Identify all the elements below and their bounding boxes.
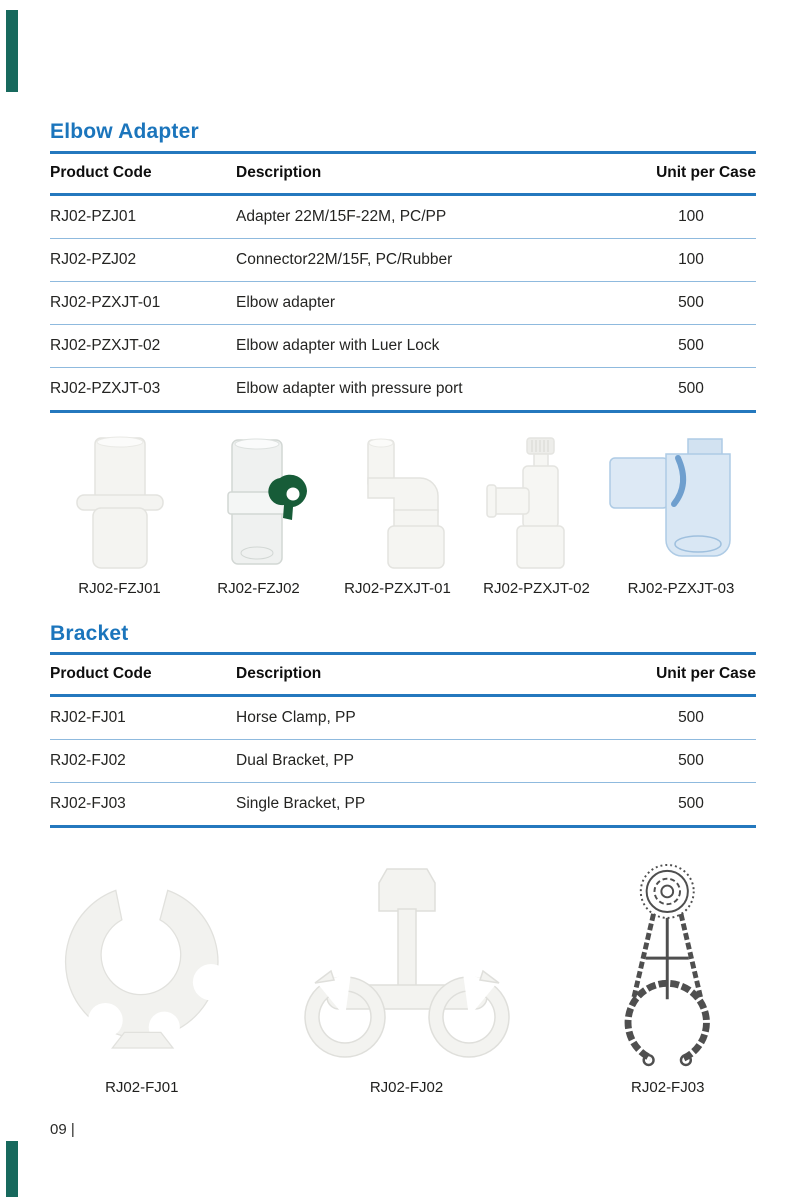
gallery-item: RJ02-FZJ02 bbox=[189, 431, 328, 598]
bracket-gallery: RJ02-FJ01 RJ02-FJ02 bbox=[50, 856, 756, 1097]
unit-cell: 500 bbox=[626, 695, 756, 740]
product-image-rj02-pzxjt-02 bbox=[467, 431, 606, 573]
product-label: RJ02-FJ03 bbox=[631, 1079, 705, 1096]
product-code-cell: RJ02-PZXJT-02 bbox=[50, 324, 236, 368]
elbow-adapter-gallery: RJ02-FZJ01 RJ02-FZJ02 bbox=[50, 431, 756, 598]
column-header-unit-per-case: Unit per Case bbox=[626, 152, 756, 196]
table-header-row: Product Code Description Unit per Case bbox=[50, 653, 756, 697]
product-code-cell: RJ02-FJ03 bbox=[50, 782, 236, 828]
table-row: RJ02-PZXJT-03 Elbow adapter with pressur… bbox=[50, 367, 756, 413]
description-cell: Connector22M/15F, PC/Rubber bbox=[236, 238, 626, 282]
bracket-table: Product Code Description Unit per Case R… bbox=[50, 652, 756, 828]
page-number: 09 | bbox=[50, 1121, 75, 1138]
gallery-item: RJ02-FJ03 bbox=[579, 856, 756, 1097]
page-content: Elbow Adapter Product Code Description U… bbox=[50, 0, 756, 1097]
gallery-item: RJ02-PZXJT-01 bbox=[328, 431, 467, 598]
unit-cell: 500 bbox=[626, 324, 756, 368]
gallery-item: RJ02-FZJ01 bbox=[50, 431, 189, 598]
product-code-cell: RJ02-PZXJT-03 bbox=[50, 367, 236, 413]
page-edge-tab-top bbox=[6, 10, 18, 92]
description-cell: Elbow adapter bbox=[236, 281, 626, 325]
product-image-rj02-fzj01 bbox=[50, 431, 189, 573]
elbow-adapter-table: Product Code Description Unit per Case R… bbox=[50, 151, 756, 413]
page-edge-tab-bottom bbox=[6, 1141, 18, 1197]
column-header-product-code: Product Code bbox=[50, 653, 236, 697]
product-image-rj02-fj02 bbox=[234, 856, 580, 1072]
product-image-rj02-fj01 bbox=[50, 856, 234, 1072]
column-header-product-code: Product Code bbox=[50, 152, 236, 196]
product-image-rj02-pzxjt-03 bbox=[606, 431, 756, 573]
description-cell: Elbow adapter with pressure port bbox=[236, 367, 626, 413]
table-row: RJ02-PZJ02 Connector22M/15F, PC/Rubber 1… bbox=[50, 238, 756, 282]
gallery-item: RJ02-PZXJT-02 bbox=[467, 431, 606, 598]
product-code-cell: RJ02-FJ01 bbox=[50, 695, 236, 740]
table-row: RJ02-FJ03 Single Bracket, PP 500 bbox=[50, 782, 756, 828]
unit-cell: 500 bbox=[626, 782, 756, 828]
description-cell: Single Bracket, PP bbox=[236, 782, 626, 828]
description-cell: Elbow adapter with Luer Lock bbox=[236, 324, 626, 368]
product-image-rj02-fj03 bbox=[579, 856, 756, 1072]
table-header-row: Product Code Description Unit per Case bbox=[50, 152, 756, 196]
table-row: RJ02-FJ02 Dual Bracket, PP 500 bbox=[50, 739, 756, 783]
product-label: RJ02-PZXJT-03 bbox=[627, 580, 735, 597]
gallery-item: RJ02-PZXJT-03 bbox=[606, 431, 756, 598]
column-header-description: Description bbox=[236, 152, 626, 196]
unit-cell: 500 bbox=[626, 281, 756, 325]
product-label: RJ02-PZXJT-01 bbox=[344, 580, 451, 597]
table-row: RJ02-PZXJT-02 Elbow adapter with Luer Lo… bbox=[50, 324, 756, 368]
section-title-bracket: Bracket bbox=[50, 622, 129, 645]
product-image-rj02-fzj02 bbox=[189, 431, 328, 573]
gallery-item: RJ02-FJ01 bbox=[50, 856, 234, 1097]
section-title-elbow-adapter: Elbow Adapter bbox=[50, 120, 199, 143]
product-label: RJ02-PZXJT-02 bbox=[483, 580, 590, 597]
table-row: RJ02-PZJ01 Adapter 22M/15F-22M, PC/PP 10… bbox=[50, 194, 756, 239]
description-cell: Adapter 22M/15F-22M, PC/PP bbox=[236, 194, 626, 239]
column-header-unit-per-case: Unit per Case bbox=[626, 653, 756, 697]
product-code-cell: RJ02-PZJ01 bbox=[50, 194, 236, 239]
product-code-cell: RJ02-FJ02 bbox=[50, 739, 236, 783]
description-cell: Horse Clamp, PP bbox=[236, 695, 626, 740]
product-image-rj02-pzxjt-01 bbox=[328, 431, 467, 573]
unit-cell: 100 bbox=[626, 194, 756, 239]
unit-cell: 100 bbox=[626, 238, 756, 282]
table-row: RJ02-PZXJT-01 Elbow adapter 500 bbox=[50, 281, 756, 325]
column-header-description: Description bbox=[236, 653, 626, 697]
product-code-cell: RJ02-PZXJT-01 bbox=[50, 281, 236, 325]
unit-cell: 500 bbox=[626, 367, 756, 413]
product-label: RJ02-FJ01 bbox=[105, 1079, 179, 1096]
product-label: RJ02-FZJ01 bbox=[78, 580, 161, 597]
unit-cell: 500 bbox=[626, 739, 756, 783]
description-cell: Dual Bracket, PP bbox=[236, 739, 626, 783]
product-label: RJ02-FJ02 bbox=[369, 1079, 444, 1096]
product-label: RJ02-FZJ02 bbox=[217, 580, 300, 597]
gallery-item: RJ02-FJ02 bbox=[234, 856, 580, 1097]
table-row: RJ02-FJ01 Horse Clamp, PP 500 bbox=[50, 695, 756, 740]
product-code-cell: RJ02-PZJ02 bbox=[50, 238, 236, 282]
